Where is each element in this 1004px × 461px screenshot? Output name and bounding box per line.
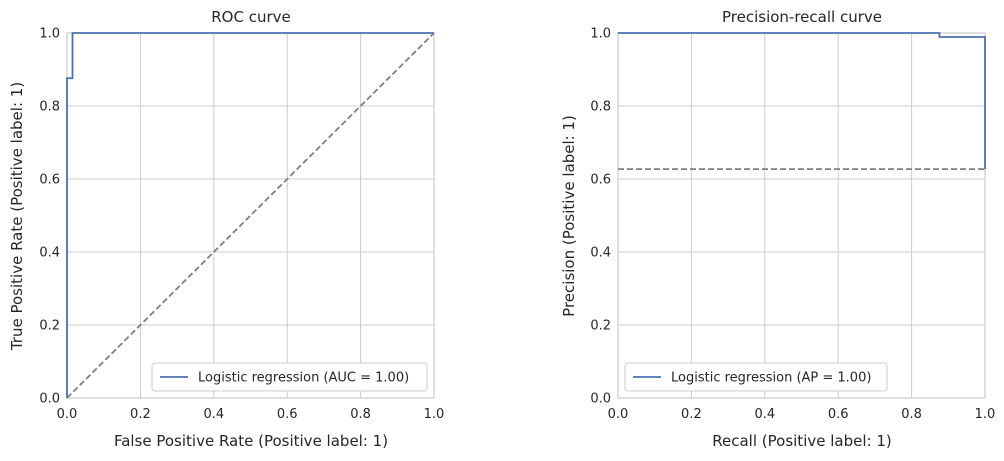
roc-x-tick-label: 0.6 [277, 407, 298, 422]
pr-legend-label: Logistic regression (AP = 1.00) [671, 371, 871, 386]
roc-y-tick-label: 0.2 [39, 319, 60, 334]
roc-legend-label: Logistic regression (AUC = 1.00) [198, 371, 409, 386]
pr-y-tick-label: 0.2 [590, 319, 611, 334]
roc-legend-box [151, 362, 428, 392]
pr-x-tick-label: 0.0 [608, 407, 629, 422]
pr-y-tick-label: 0.8 [590, 100, 611, 115]
roc-y-tick-label: 0.4 [39, 246, 60, 261]
roc-x-tick-label: 0.2 [130, 407, 151, 422]
roc-baseline-dashed-line [66, 32, 435, 399]
pr-series-line [618, 32, 986, 170]
roc-x-axis-label: False Positive Rate (Positive label: 1) [114, 432, 388, 450]
pr-legend-box [624, 362, 888, 392]
roc-x-tick-label: 1.0 [424, 407, 445, 422]
pr-x-axis-label: Recall (Positive label: 1) [712, 432, 891, 450]
pr-x-tick-label: 0.4 [754, 407, 775, 422]
roc-y-tick-label: 0.6 [39, 173, 60, 188]
roc-y-axis-label: True Positive Rate (Positive label: 1) [8, 82, 26, 351]
pr-x-tick-label: 1.0 [975, 407, 996, 422]
roc-chart-title: ROC curve [211, 8, 291, 26]
precision-recall-plot: Precision-recall curve Recall (Positive … [560, 8, 995, 450]
roc-x-tick-label: 0.8 [350, 407, 371, 422]
pr-x-tick-label: 0.2 [681, 407, 702, 422]
roc-y-tick-label: 0.0 [39, 392, 60, 407]
pr-y-tick-label: 1.0 [590, 27, 611, 42]
pr-y-tick-label: 0.6 [590, 173, 611, 188]
roc-series-line [66, 32, 434, 398]
roc-y-tick-label: 0.8 [39, 100, 60, 115]
pr-chart-title: Precision-recall curve [722, 8, 882, 26]
pr-y-tick-label: 0.0 [590, 392, 611, 407]
pr-y-axis-label: Precision (Positive label: 1) [560, 115, 578, 317]
pr-x-tick-label: 0.6 [828, 407, 849, 422]
pr-x-tick-label: 0.8 [901, 407, 922, 422]
pr-y-tick-label: 0.4 [590, 246, 611, 261]
pr-plot-frame [617, 32, 986, 399]
roc-x-tick-label: 0.4 [203, 407, 224, 422]
roc-plot: ROC curve False Positive Rate (Positive … [8, 8, 444, 450]
roc-y-tick-label: 1.0 [39, 27, 60, 42]
roc-x-tick-label: 0.0 [57, 407, 78, 422]
